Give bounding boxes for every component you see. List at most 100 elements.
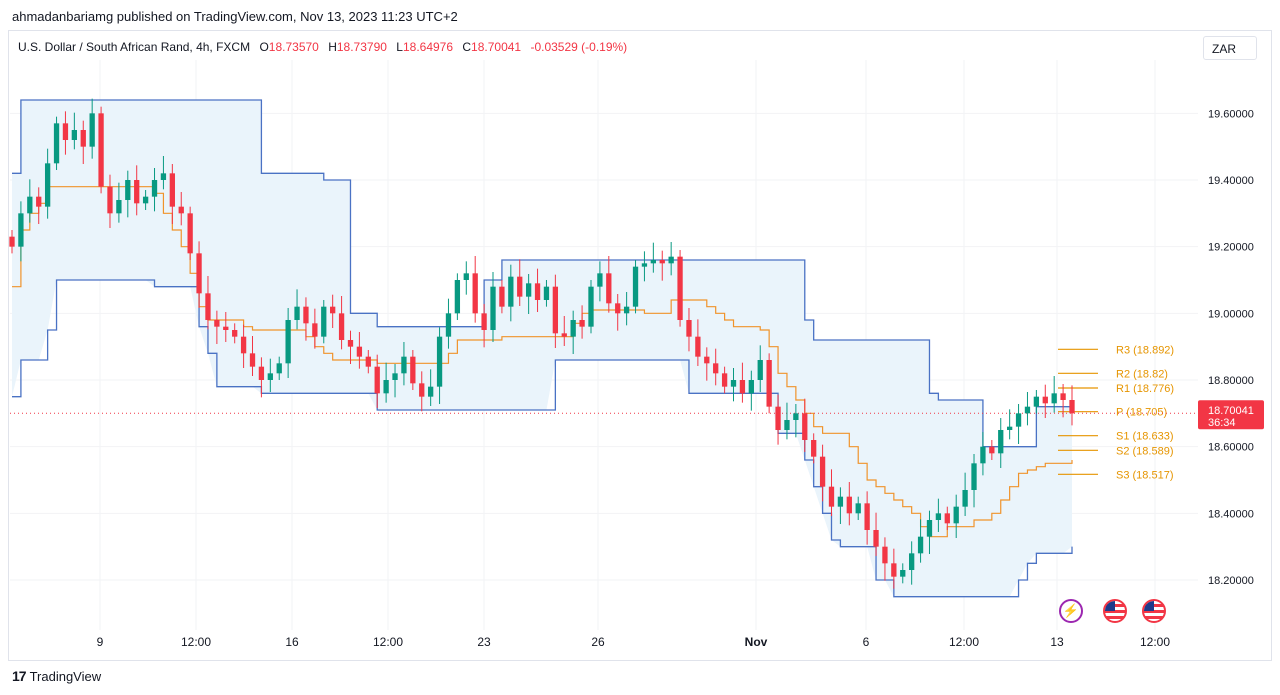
candle-body bbox=[53, 123, 60, 164]
candle-body bbox=[525, 283, 532, 297]
candle-body bbox=[1006, 426, 1013, 430]
candle-body bbox=[312, 323, 318, 337]
candle-body bbox=[784, 420, 790, 430]
candle-body bbox=[125, 180, 131, 200]
candle-body bbox=[436, 336, 443, 387]
pivot-label: R3 (18.892) bbox=[1116, 344, 1174, 356]
symbol-title: U.S. Dollar / South African Rand, 4h, FX… bbox=[18, 40, 251, 54]
candle-body bbox=[27, 196, 33, 214]
low-value: 18.64976 bbox=[402, 40, 454, 54]
candle-body bbox=[9, 236, 15, 247]
candle-body bbox=[615, 303, 621, 314]
candle-body bbox=[695, 336, 701, 357]
candle-body bbox=[641, 263, 648, 267]
candle-body bbox=[249, 353, 256, 367]
candle-body bbox=[1069, 400, 1075, 414]
countdown-label: 36:34 bbox=[1208, 417, 1236, 429]
current-price-label: 18.70041 bbox=[1208, 405, 1254, 417]
publisher-caption: ahmadanbariamg published on TradingView.… bbox=[12, 9, 458, 24]
candle-body bbox=[757, 360, 763, 380]
candle-body bbox=[321, 306, 327, 337]
candle-body bbox=[44, 163, 51, 207]
candle-body bbox=[169, 173, 175, 207]
candle-body bbox=[534, 283, 541, 300]
channel-fill bbox=[12, 100, 1072, 597]
tradingview-footer[interactable]: 17 TradingView bbox=[12, 668, 101, 684]
candle-body bbox=[330, 306, 336, 314]
candle-body bbox=[606, 273, 612, 304]
axes: 19.60000 19.40000 19.20000 19.00000 18.80000… bbox=[97, 108, 1264, 649]
candle-body bbox=[739, 380, 746, 394]
time-tick-label: 16 bbox=[285, 635, 299, 649]
candle-body bbox=[1051, 393, 1057, 404]
candle-body bbox=[80, 130, 86, 147]
time-tick-label: 12:00 bbox=[949, 635, 979, 649]
candle-body bbox=[134, 180, 140, 204]
candle-body bbox=[998, 430, 1004, 454]
price-tick-label: 18.40000 bbox=[1208, 508, 1254, 520]
candle-body bbox=[1024, 406, 1031, 414]
lightning-icon[interactable]: ⚡ bbox=[1059, 599, 1083, 623]
price-tick-label: 18.20000 bbox=[1208, 575, 1254, 587]
candle-body bbox=[383, 380, 389, 394]
candle-body bbox=[588, 286, 594, 327]
time-tick-label: 23 bbox=[477, 635, 491, 649]
candle-body bbox=[802, 413, 808, 440]
tradingview-logo-icon: 17 bbox=[12, 668, 27, 684]
candle-body bbox=[71, 130, 78, 140]
candle-body bbox=[819, 456, 826, 487]
price-tick-label: 18.60000 bbox=[1208, 442, 1254, 454]
currency-button[interactable]: ZAR bbox=[1203, 36, 1257, 60]
candle-body bbox=[223, 326, 229, 330]
us-flag-event-icon[interactable] bbox=[1142, 599, 1166, 623]
price-tick-label: 19.60000 bbox=[1208, 108, 1254, 120]
price-tick-label: 19.40000 bbox=[1208, 175, 1254, 187]
current-price-tag bbox=[1198, 400, 1264, 430]
candle-body bbox=[837, 496, 844, 507]
candle-body bbox=[659, 260, 665, 264]
candle-body bbox=[151, 180, 158, 197]
tradingview-brand: TradingView bbox=[29, 668, 102, 684]
candle-body bbox=[552, 286, 559, 334]
candle-body bbox=[276, 363, 282, 374]
candle-body bbox=[98, 113, 104, 187]
candle-body bbox=[579, 320, 585, 327]
candle-body bbox=[668, 256, 674, 264]
candle-body bbox=[508, 276, 514, 307]
candle-body bbox=[142, 196, 149, 204]
channel-lower-line bbox=[12, 279, 1073, 598]
candle-body bbox=[1060, 393, 1066, 400]
time-tick-label: 12:00 bbox=[181, 635, 211, 649]
candle-body bbox=[232, 330, 238, 337]
candle-body bbox=[873, 530, 879, 547]
time-tick-label: 13 bbox=[1050, 635, 1064, 649]
pivot-label: P (18.705) bbox=[1116, 407, 1167, 419]
candle-body bbox=[766, 360, 772, 407]
candle-body bbox=[900, 570, 906, 577]
candle-body bbox=[828, 486, 835, 507]
candle-body bbox=[303, 306, 309, 324]
time-tick-label: 12:00 bbox=[373, 635, 403, 649]
candlesticks bbox=[9, 98, 1075, 589]
low-label: L bbox=[396, 40, 403, 54]
change-value: -0.03529 (-0.19%) bbox=[530, 40, 628, 54]
candle-body bbox=[561, 333, 567, 337]
candle-body bbox=[205, 293, 211, 320]
candle-body bbox=[62, 123, 69, 140]
us-flag-event-icon[interactable] bbox=[1103, 599, 1127, 623]
candle-body bbox=[926, 520, 933, 537]
candle-body bbox=[187, 213, 193, 254]
candle-body bbox=[499, 286, 505, 307]
donchian-channel bbox=[12, 99, 1073, 598]
candle-body bbox=[374, 366, 380, 394]
candle-body bbox=[775, 406, 781, 430]
candle-body bbox=[18, 213, 24, 247]
pivot-label: S1 (18.633) bbox=[1116, 431, 1173, 443]
candle-body bbox=[517, 276, 523, 297]
time-tick-label: 6 bbox=[863, 635, 870, 649]
candle-body bbox=[944, 513, 950, 524]
candle-body bbox=[472, 273, 478, 314]
open-label: O bbox=[259, 40, 269, 54]
candle-body bbox=[971, 463, 977, 490]
